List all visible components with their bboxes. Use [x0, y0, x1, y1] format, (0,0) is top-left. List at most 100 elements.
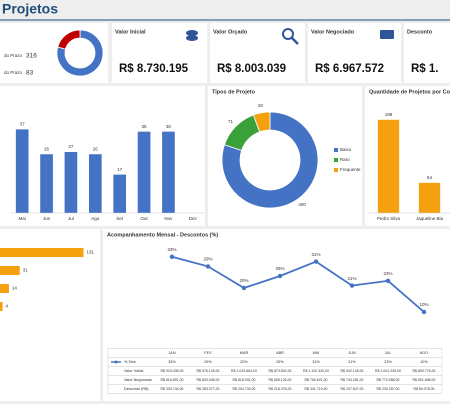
table-cell: 29%	[204, 360, 212, 364]
table-cell: R$ 760.601,00	[305, 378, 328, 382]
bar-label: 64	[427, 175, 433, 180]
bar	[137, 131, 151, 213]
table-cell: 21%	[348, 360, 356, 364]
x-tick-label: Set	[116, 216, 124, 221]
table-cell: R$ 1.001.245,00	[375, 369, 401, 373]
search-icon	[291, 37, 299, 45]
coins-icon	[186, 30, 198, 36]
table-cell: R$ 204.733,00	[233, 387, 256, 391]
table-cell: R$ 818.931,00	[233, 378, 256, 382]
table-cell: R$ 744.281,00	[341, 378, 364, 382]
x-tick-label: Dez	[189, 216, 198, 221]
bar-label: 31	[23, 268, 29, 273]
table-cell: R$ 976.125,00	[197, 369, 220, 373]
chart-title: Tipos de Projeto	[212, 89, 256, 95]
table-cell: R$ 693.048,00	[197, 378, 220, 382]
kpi-label: Desconto	[407, 29, 433, 35]
x-tick-label: Jaqueline Bia	[416, 216, 444, 221]
legend-label: % Des	[124, 359, 136, 364]
slice-label: do Prazo	[4, 53, 23, 58]
table-header: JUL	[385, 351, 392, 355]
point-label: 25%	[275, 266, 284, 271]
point	[205, 264, 211, 269]
table-cell: R$ 1.102.320,00	[303, 369, 329, 373]
bar-label: 26	[93, 146, 99, 151]
legend-swatch	[334, 158, 338, 162]
legend-swatch	[334, 168, 338, 172]
slice-value: 316	[26, 53, 37, 60]
line	[171, 255, 425, 313]
page-title: Projetos	[2, 1, 58, 17]
table-cell: R$ 230.287,00	[377, 387, 400, 391]
point	[421, 309, 427, 315]
x-tick-label: Ago	[91, 216, 100, 221]
table-cell: R$ 303.744,00	[161, 387, 184, 391]
x-tick-label: Pedro Silva	[377, 216, 401, 221]
bar-label: 17	[117, 167, 123, 172]
point	[241, 285, 247, 291]
x-tick-label: Nov	[164, 216, 173, 221]
bar	[15, 129, 29, 213]
bar	[40, 154, 53, 213]
table-cell: R$ 341.719,00	[305, 387, 328, 391]
kpi-label: Valor Inicial	[115, 29, 146, 35]
bar	[88, 154, 102, 213]
table-header: MAI	[313, 351, 320, 355]
table-cell: 20%	[240, 360, 248, 364]
card	[404, 23, 450, 83]
table-row-label: Valor Inicial	[124, 369, 144, 373]
legend-label: Raro	[340, 157, 350, 162]
table-cell: R$ 890.776,00	[413, 369, 436, 373]
table-row-label: Valor Negociado	[124, 378, 152, 382]
table-header: FEV	[204, 351, 212, 355]
chart-title: Acompanhamento Mensal - Descontos (%)	[107, 232, 218, 238]
bar	[162, 131, 175, 213]
bar	[418, 182, 441, 213]
bar	[0, 284, 9, 293]
bar	[113, 174, 127, 213]
table-cell: R$ 801.698,00	[413, 378, 436, 382]
point	[277, 273, 283, 279]
bar	[64, 151, 78, 213]
bar-label: 4	[6, 304, 9, 309]
bar-label: 131	[87, 250, 95, 255]
table-header: MAR	[240, 351, 249, 355]
bar-label: 26	[44, 146, 50, 151]
point-label: 10%	[419, 302, 428, 307]
table-cell: 23%	[384, 360, 392, 364]
kpi-label: Valor Negociado	[311, 29, 355, 35]
point-label: 31%	[311, 252, 320, 257]
x-tick-label: Jun	[43, 216, 51, 221]
coins-icon	[186, 35, 198, 41]
x-tick-label: Out	[140, 216, 148, 221]
table-cell: 33%	[168, 360, 176, 364]
kpi-value: R$ 6.967.572	[315, 63, 384, 75]
table-cell: R$ 920.435,00	[161, 369, 184, 373]
slice-label: do Prazo	[4, 70, 23, 75]
kpi-value: R$ 8.730.195	[119, 63, 189, 75]
point	[349, 283, 355, 288]
kpi-value: R$ 8.003.039	[217, 63, 286, 75]
bar-label: 36	[166, 124, 172, 129]
pie-slice	[57, 29, 81, 50]
slice-value: 400	[298, 202, 306, 207]
pie-slice	[221, 111, 319, 209]
table-cell: R$ 197.847,00	[341, 387, 364, 391]
card	[103, 229, 450, 401]
point	[313, 259, 319, 264]
kpi-label: Valor Orçado	[213, 29, 248, 35]
table	[107, 348, 443, 394]
point-label: 20%	[239, 278, 248, 283]
table-row-label: Desconto (R$)	[124, 387, 149, 391]
table-cell: R$ 873.502,00	[269, 369, 292, 373]
bar	[377, 119, 400, 213]
legend-swatch	[334, 148, 338, 152]
table-cell: R$ 770.958,00	[377, 378, 400, 382]
bar	[0, 248, 84, 257]
point-label: 33%	[167, 247, 176, 252]
slice-value: 83	[26, 70, 34, 77]
point-label: 23%	[383, 271, 392, 276]
bar-label: 27	[68, 144, 74, 149]
card	[0, 229, 100, 401]
